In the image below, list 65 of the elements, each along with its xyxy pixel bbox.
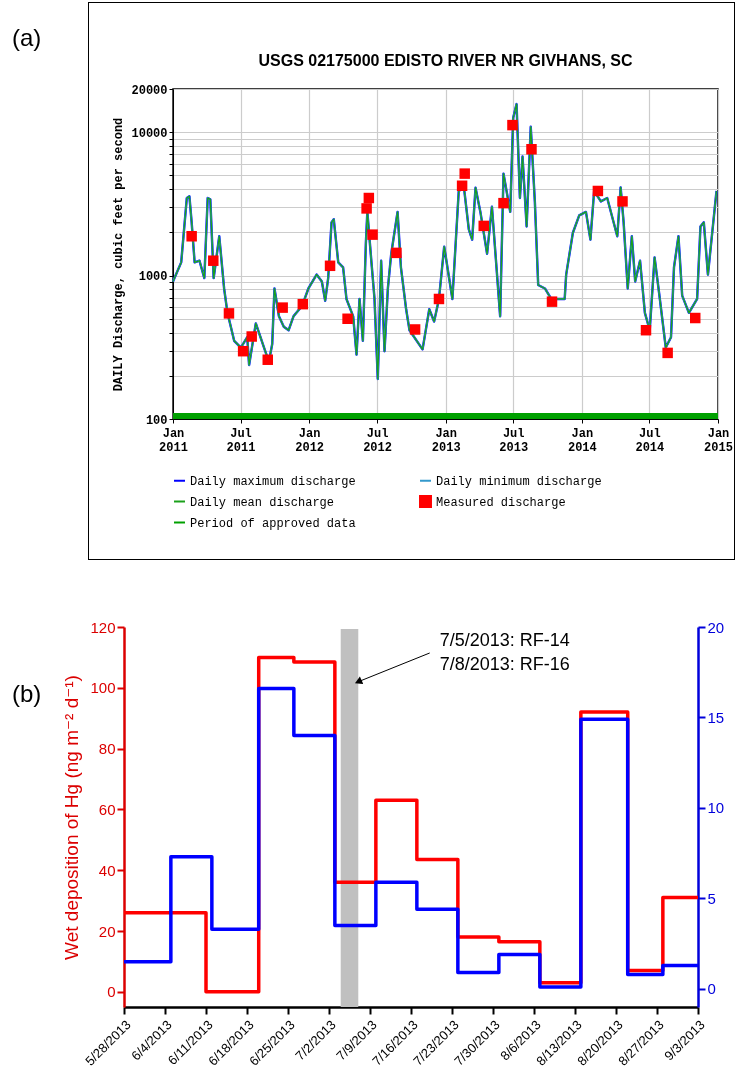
point [459, 168, 470, 179]
x-tick-label: Jan 2011 [159, 426, 188, 455]
y-tick-label: 20000 [131, 83, 168, 98]
y-tick-label: 80 [98, 740, 116, 758]
x-tick-label: Jul 2014 [635, 426, 665, 455]
point [409, 324, 421, 335]
x-tick-label: Jan 2013 [431, 426, 461, 455]
legend-label: Daily maximum discharge [190, 474, 356, 489]
x-tick-label: Jul 2012 [363, 426, 392, 455]
point [324, 260, 336, 272]
y2-tick-label: 5 [707, 889, 716, 907]
y-tick-label: 120 [90, 618, 116, 636]
annotation: 7/8/2013: RF-16 [439, 654, 570, 674]
y2-tick-label: 0 [707, 980, 716, 998]
point [246, 331, 257, 342]
legend-label: Measured discharge [436, 495, 566, 510]
point [498, 197, 509, 209]
x-tick-label: Jan 2012 [295, 426, 325, 455]
point [363, 192, 375, 204]
point [507, 119, 518, 131]
point [262, 354, 273, 365]
x-tick-label: Jul 2011 [226, 426, 256, 455]
y-tick-label: 100 [90, 679, 116, 697]
y2-tick-label: 10 [707, 799, 725, 817]
text: (a) [12, 24, 42, 52]
point [690, 312, 701, 324]
text: (b) [12, 680, 42, 708]
y-tick-label: 40 [98, 861, 116, 879]
point [367, 229, 378, 240]
y-axis-title: DAILY Discharge, cubic feet per second [112, 117, 127, 392]
y2-tick-label: 15 [707, 708, 725, 726]
x-tick-label: Jan 2015 [704, 426, 733, 455]
point [208, 255, 219, 266]
y-axis-title: Wet deposition of Hg (ng m⁻² d⁻¹) [61, 675, 83, 960]
point [391, 247, 402, 259]
point [526, 144, 537, 155]
point [640, 324, 652, 336]
point [186, 231, 197, 242]
y-tick-label: 20 [98, 922, 116, 940]
y-tick-label: 10000 [131, 126, 168, 141]
point [361, 203, 372, 214]
point [478, 220, 489, 232]
y-tick-label: 1000 [138, 270, 168, 285]
point [433, 293, 445, 305]
legend-label: Daily minimum discharge [436, 474, 602, 489]
annotation: 7/5/2013: RF-14 [439, 630, 570, 650]
x-tick-label: Jan 2014 [567, 426, 597, 455]
point [237, 345, 249, 357]
point [297, 298, 309, 310]
y-tick-label: 60 [98, 800, 116, 818]
legend-label: Daily mean discharge [190, 495, 335, 510]
point [277, 302, 288, 313]
y2-tick-label: 20 [707, 618, 725, 636]
point [223, 308, 235, 319]
legend-label: Period of approved data [190, 516, 356, 531]
point [546, 296, 558, 307]
point [662, 347, 673, 359]
x-tick-label: Jul 2013 [499, 426, 529, 455]
point [617, 196, 628, 207]
point [342, 313, 353, 324]
point [456, 180, 468, 191]
chart-title: USGS 02175000 EDISTO RIVER NR GIVHANS, SC [258, 52, 633, 69]
y-tick-label: 0 [107, 983, 116, 1001]
y-tick-label: 100 [145, 413, 168, 428]
point [592, 185, 604, 197]
